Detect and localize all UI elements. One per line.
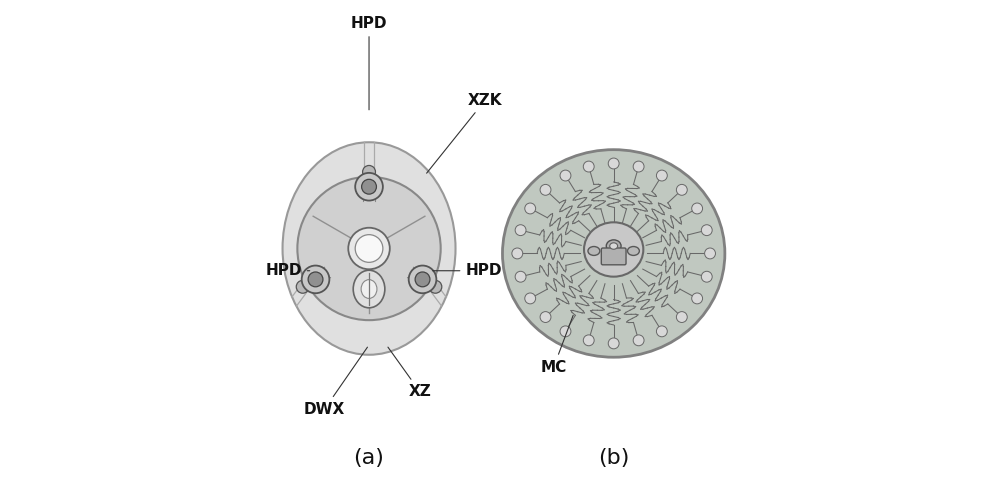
Ellipse shape: [628, 247, 639, 255]
Circle shape: [409, 265, 436, 293]
Circle shape: [583, 335, 594, 346]
Circle shape: [633, 161, 644, 172]
Circle shape: [525, 203, 536, 214]
Text: HPD: HPD: [265, 263, 310, 278]
Circle shape: [608, 158, 619, 169]
Circle shape: [512, 248, 523, 259]
Circle shape: [676, 184, 687, 195]
FancyBboxPatch shape: [601, 248, 626, 265]
Circle shape: [540, 312, 551, 323]
Ellipse shape: [584, 222, 643, 277]
Circle shape: [560, 326, 571, 337]
Ellipse shape: [502, 150, 725, 357]
Ellipse shape: [606, 240, 621, 252]
Circle shape: [540, 184, 551, 195]
Circle shape: [656, 326, 667, 337]
Circle shape: [525, 293, 536, 304]
Circle shape: [355, 173, 383, 201]
Circle shape: [302, 265, 329, 293]
Text: DWX: DWX: [304, 347, 367, 416]
Text: HPD: HPD: [351, 16, 387, 110]
Text: HPD: HPD: [433, 263, 502, 278]
Text: (b): (b): [598, 448, 629, 469]
Circle shape: [429, 280, 442, 293]
Circle shape: [701, 225, 712, 236]
Circle shape: [692, 293, 703, 304]
Circle shape: [560, 170, 571, 181]
Circle shape: [692, 203, 703, 214]
Circle shape: [355, 235, 383, 262]
Text: (a): (a): [354, 448, 384, 469]
Text: MC: MC: [541, 316, 573, 375]
Circle shape: [296, 280, 309, 293]
Ellipse shape: [610, 243, 618, 249]
Circle shape: [308, 272, 323, 287]
Ellipse shape: [588, 247, 600, 255]
Ellipse shape: [361, 280, 377, 298]
Circle shape: [415, 272, 430, 287]
Text: XZ: XZ: [388, 347, 431, 399]
Circle shape: [701, 271, 712, 282]
Circle shape: [705, 248, 715, 259]
Ellipse shape: [283, 142, 456, 355]
Circle shape: [633, 335, 644, 346]
Circle shape: [515, 271, 526, 282]
Ellipse shape: [353, 270, 385, 308]
Circle shape: [362, 179, 376, 194]
Circle shape: [348, 228, 390, 269]
Circle shape: [363, 166, 375, 178]
Circle shape: [583, 161, 594, 172]
Text: XZK: XZK: [427, 93, 502, 173]
Circle shape: [676, 312, 687, 323]
Circle shape: [656, 170, 667, 181]
Circle shape: [608, 338, 619, 349]
Circle shape: [515, 225, 526, 236]
Circle shape: [297, 177, 441, 320]
